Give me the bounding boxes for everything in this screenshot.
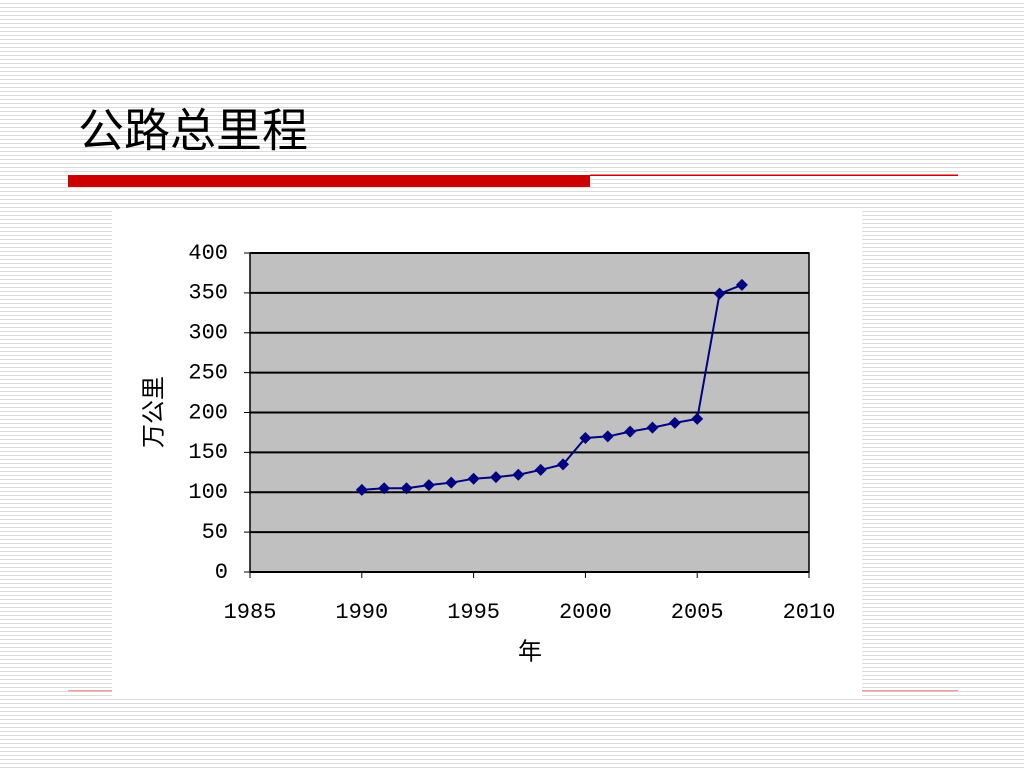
data-marker xyxy=(355,483,368,496)
title-rule xyxy=(590,174,958,176)
data-marker xyxy=(668,416,681,429)
y-tick-label: 250 xyxy=(188,360,228,385)
y-tick-label: 50 xyxy=(202,520,228,545)
y-tick-label: 150 xyxy=(188,440,228,465)
y-tick-label: 0 xyxy=(215,560,228,585)
data-marker xyxy=(378,482,391,495)
slide-title: 公路总里程 xyxy=(78,106,308,157)
data-marker xyxy=(400,482,413,495)
x-tick-label: 1995 xyxy=(447,600,500,625)
x-tick-label: 1990 xyxy=(335,600,388,625)
data-marker xyxy=(735,278,748,291)
x-tick-label: 1985 xyxy=(224,600,277,625)
data-marker xyxy=(624,425,637,438)
data-marker xyxy=(646,421,659,434)
x-tick-label: 2005 xyxy=(671,600,724,625)
data-marker xyxy=(691,412,704,425)
x-tick-label: 2010 xyxy=(783,600,836,625)
data-marker xyxy=(489,471,502,484)
data-marker xyxy=(512,468,525,481)
data-marker xyxy=(422,479,435,492)
data-marker xyxy=(445,476,458,489)
data-marker xyxy=(467,472,480,485)
plot-border xyxy=(249,252,810,573)
y-tick-label: 200 xyxy=(188,400,228,425)
y-axis-title: 万公里 xyxy=(142,376,168,448)
x-tick-label: 2000 xyxy=(559,600,612,625)
data-marker xyxy=(713,287,726,300)
data-marker xyxy=(601,430,614,443)
y-tick-label: 400 xyxy=(188,241,228,266)
y-tick-label: 100 xyxy=(188,480,228,505)
data-marker xyxy=(579,432,592,445)
title-bar xyxy=(68,175,590,187)
y-tick-label: 300 xyxy=(188,321,228,346)
x-axis-title: 年 xyxy=(518,639,542,666)
y-tick-label: 350 xyxy=(188,281,228,306)
data-marker xyxy=(534,463,547,476)
data-marker xyxy=(557,458,570,471)
